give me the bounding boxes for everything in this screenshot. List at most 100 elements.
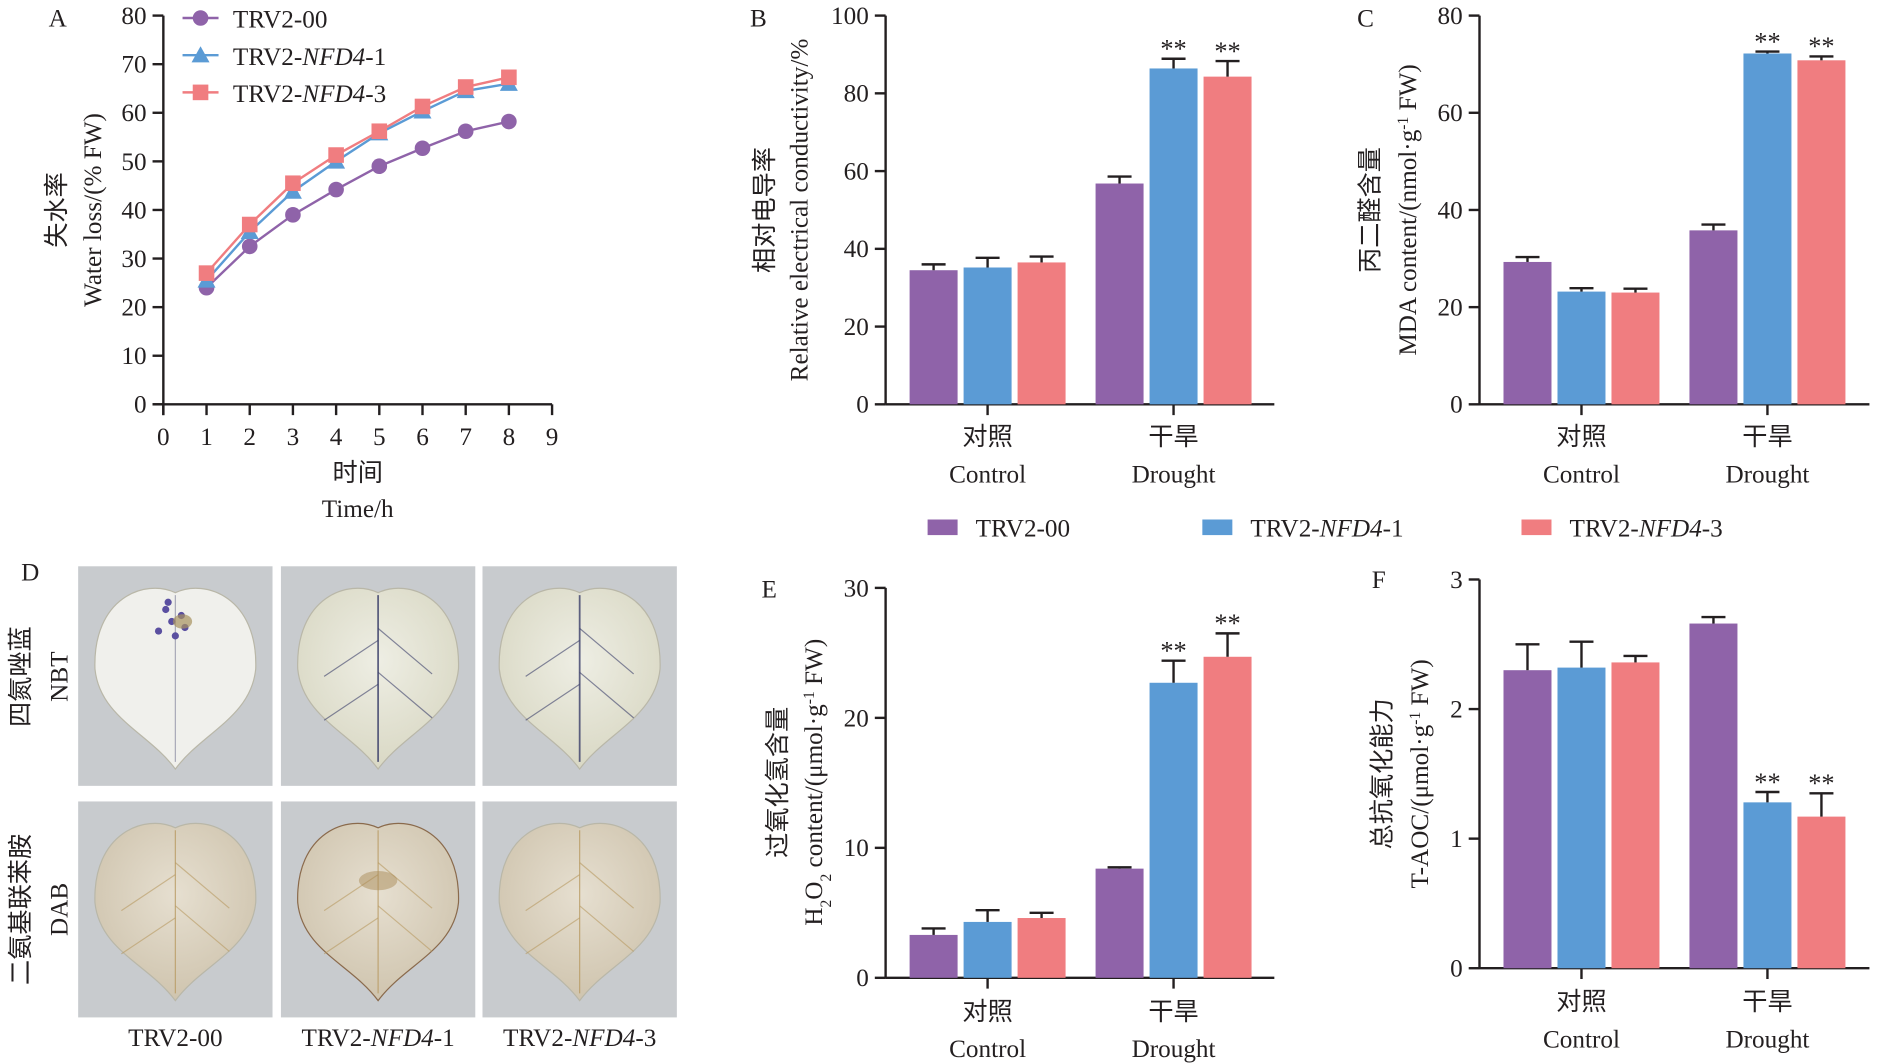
leaf-vein bbox=[579, 671, 635, 719]
panel-label-b: B bbox=[750, 5, 767, 32]
legend-label: TRV2-00 bbox=[976, 515, 1071, 542]
label-segment: -3 bbox=[1702, 515, 1723, 542]
bar-trv2-nfd4-3 bbox=[1017, 262, 1066, 405]
label-segment: TRV2- bbox=[1250, 515, 1319, 542]
nbt-stain bbox=[172, 614, 193, 629]
y-tick-label: 30 bbox=[121, 246, 146, 273]
column-label: TRV2-00 bbox=[128, 1025, 223, 1052]
row-label: DAB bbox=[46, 883, 73, 936]
y-tick-label: 20 bbox=[1438, 295, 1463, 322]
label-segment: NFD4 bbox=[301, 81, 365, 108]
y-tick-label: 60 bbox=[1438, 100, 1463, 127]
category-label: Drought bbox=[1725, 461, 1809, 488]
significance-label: ** bbox=[1214, 36, 1240, 66]
x-tick-label: 8 bbox=[503, 424, 516, 451]
label-segment: TRV2- bbox=[233, 44, 302, 71]
data-point bbox=[198, 265, 215, 281]
data-point bbox=[371, 158, 388, 175]
y-axis-label-cn: 丙二醛含量 bbox=[1357, 147, 1385, 273]
data-point bbox=[328, 181, 344, 198]
y-tick-label: 50 bbox=[121, 149, 146, 176]
x-tick-label: 1 bbox=[200, 424, 213, 451]
legend-label: TRV2-NFD4-3 bbox=[1569, 515, 1722, 542]
significance-label: ** bbox=[1214, 608, 1240, 638]
nbt-stain bbox=[162, 605, 170, 614]
leaf-vein bbox=[525, 639, 581, 677]
bar-trv2-00 bbox=[1689, 230, 1738, 405]
category-label-cn: 干旱 bbox=[1148, 424, 1198, 451]
y-axis-label: H2O2 content/(μmol·g-1 FW) bbox=[801, 639, 835, 926]
label-segment: TRV2- bbox=[301, 1025, 370, 1052]
y-tick-label: 2 bbox=[1450, 696, 1463, 723]
category-label-cn: 干旱 bbox=[1148, 999, 1198, 1026]
y-tick-label: 0 bbox=[134, 392, 147, 419]
x-axis-label: Time/h bbox=[322, 496, 394, 523]
legend-label: TRV2-NFD4-1 bbox=[233, 44, 386, 71]
x-tick-label: 3 bbox=[287, 424, 300, 451]
significance-label: ** bbox=[1754, 767, 1780, 797]
category-label: Control bbox=[1543, 461, 1620, 488]
category-label-cn: 干旱 bbox=[1742, 424, 1792, 451]
label-segment: -3 bbox=[635, 1025, 656, 1052]
leaf-vein bbox=[174, 862, 230, 909]
bar-trv2-nfd4-3 bbox=[1017, 918, 1066, 978]
label-segment: FW) bbox=[1407, 659, 1434, 711]
category-label: Control bbox=[949, 461, 1026, 488]
category-label-cn: 对照 bbox=[1556, 423, 1606, 451]
label-segment: TRV2- bbox=[503, 1025, 572, 1052]
leaf-vein bbox=[323, 683, 379, 721]
bar-trv2-nfd4-1 bbox=[1743, 53, 1792, 405]
category-label-cn: 对照 bbox=[962, 423, 1012, 451]
category-label: Drought bbox=[1132, 1036, 1216, 1063]
leaf-vein bbox=[323, 917, 379, 955]
category-label-cn: 干旱 bbox=[1742, 989, 1792, 1016]
x-tick-label: 9 bbox=[546, 424, 559, 451]
bar-trv2-nfd4-1 bbox=[963, 267, 1012, 405]
leaf-vein bbox=[121, 874, 176, 912]
y-axis-label-cn: 过氧化氢含量 bbox=[764, 707, 792, 858]
y-axis-label: MDA content/(nmol·g-1 FW) bbox=[1394, 64, 1422, 355]
leaf-vein bbox=[174, 905, 230, 952]
label-segment: Relative electrical conductivity/% bbox=[787, 39, 814, 382]
legend-swatch bbox=[1202, 519, 1233, 536]
label-segment: NFD4 bbox=[1319, 515, 1383, 542]
label-segment: TRV2-00 bbox=[976, 515, 1071, 542]
bar-trv2-nfd4-3 bbox=[1203, 656, 1252, 978]
y-tick-label: 20 bbox=[121, 295, 146, 322]
label-segment: FW) bbox=[1395, 64, 1422, 116]
bar-trv2-nfd4-3 bbox=[1203, 76, 1252, 405]
legend-swatch bbox=[927, 519, 958, 536]
x-tick-label: 0 bbox=[157, 424, 170, 451]
leaf-vein bbox=[377, 671, 433, 719]
bar-trv2-00 bbox=[1095, 183, 1144, 405]
nbt-stain bbox=[164, 598, 172, 606]
y-tick-label: 80 bbox=[844, 81, 869, 108]
leaf-vein bbox=[121, 917, 176, 955]
significance-label: ** bbox=[1808, 768, 1834, 798]
label-segment: H bbox=[801, 908, 828, 926]
x-tick-label: 7 bbox=[459, 424, 472, 451]
x-tick-label: 2 bbox=[243, 424, 256, 451]
label-segment: NFD4 bbox=[571, 1025, 635, 1052]
label-segment: -1 bbox=[365, 44, 386, 71]
y-tick-label: 20 bbox=[844, 705, 869, 732]
y-axis-label: T-AOC/(μmol·g-1 FW) bbox=[1406, 659, 1433, 888]
leaf-vein bbox=[579, 627, 635, 675]
leaf-vein bbox=[525, 874, 581, 912]
bar-trv2-nfd4-1 bbox=[1743, 802, 1792, 969]
y-tick-label: 20 bbox=[844, 314, 869, 341]
y-axis-label-cn: 相对电导率 bbox=[751, 147, 779, 273]
category-label: Drought bbox=[1132, 461, 1216, 488]
category-label: Control bbox=[949, 1036, 1026, 1063]
legend-marker bbox=[191, 46, 210, 63]
y-tick-label: 0 bbox=[856, 965, 869, 992]
x-tick-label: 6 bbox=[416, 424, 429, 451]
y-tick-label: 100 bbox=[831, 3, 869, 30]
data-point bbox=[285, 207, 301, 223]
y-axis-label-cn: 失水率 bbox=[43, 172, 71, 248]
y-tick-label: 60 bbox=[121, 100, 146, 127]
legend-swatch bbox=[1521, 519, 1552, 536]
legend-marker bbox=[192, 10, 209, 26]
label-segment: 2 bbox=[818, 874, 835, 882]
bar-trv2-00 bbox=[909, 934, 958, 978]
